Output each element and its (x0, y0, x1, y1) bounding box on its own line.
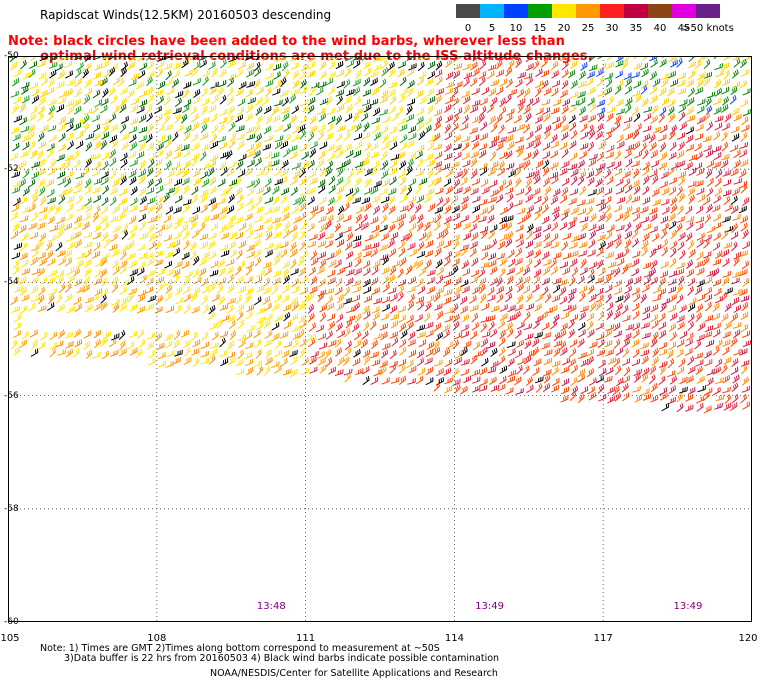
longitude-label: 108 (147, 633, 167, 644)
scale-label: 40 (654, 23, 667, 34)
footer-note-2: 3)Data buffer is 22 hrs from 20160503 4)… (64, 653, 500, 664)
map-frame (8, 56, 752, 622)
longitude-label: 105 (0, 633, 20, 644)
scale-swatch (528, 4, 552, 18)
scale-swatch (576, 4, 600, 18)
scale-swatch (672, 4, 696, 18)
wind-speed-color-scale: 0 5 10 15 20 25 30 35 40 45>50 knots (456, 4, 734, 34)
scale-label: 15 (534, 23, 547, 34)
scale-label: >50 knots (682, 23, 734, 34)
latitude-label: -52 (4, 164, 19, 175)
scale-swatch (624, 4, 648, 18)
wind-barbs-layer (9, 56, 751, 414)
footer-credit: NOAA/NESDIS/Center for Satellite Applica… (210, 668, 498, 679)
latitude-label: -60 (4, 617, 19, 627)
scale-label: 20 (558, 23, 571, 34)
wind-barb-map (8, 56, 752, 622)
scale-swatch (504, 4, 528, 18)
scale-swatch (648, 4, 672, 18)
scale-label: 5 (489, 23, 495, 34)
scale-label: 30 (606, 23, 619, 34)
footer-note-1: Note: 1) Times are GMT 2)Times along bot… (40, 643, 440, 654)
scale-swatch (696, 4, 720, 18)
lat-lon-grid (8, 56, 752, 622)
scale-label: 45 (678, 23, 691, 34)
latitude-label: -50 (4, 51, 19, 61)
scale-swatch (600, 4, 624, 18)
map-title: Rapidscat Winds(12.5KM) 20160503 descend… (40, 8, 332, 22)
scale-label: 25 (582, 23, 595, 34)
swath-time-label: 13:48 (256, 601, 286, 612)
scale-swatch (552, 4, 576, 18)
scale-label: 35 (630, 23, 643, 34)
latitude-label: -54 (4, 277, 19, 288)
scale-label: 0 (465, 23, 471, 34)
latitude-label: -58 (4, 503, 19, 514)
latitude-label: -56 (4, 390, 19, 401)
scale-swatch (456, 4, 480, 18)
longitude-label: 114 (444, 633, 464, 644)
longitude-label: 111 (296, 633, 316, 644)
longitude-label: 117 (593, 633, 613, 644)
swath-time-label: 13:49 (475, 601, 504, 612)
altitude-note-line-1: Note: black circles have been added to t… (8, 34, 566, 49)
scale-swatch (480, 4, 504, 18)
swath-time-label: 13:49 (673, 601, 703, 612)
longitude-label: 120 (738, 633, 758, 644)
scale-label: 10 (510, 23, 523, 34)
